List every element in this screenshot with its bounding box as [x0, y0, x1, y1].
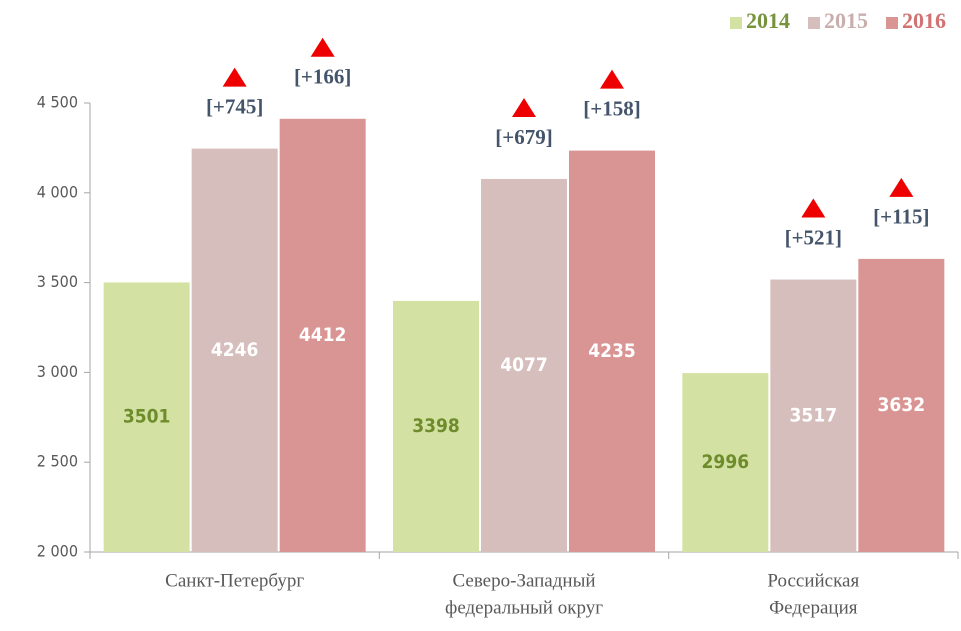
legend-swatch: [730, 17, 742, 29]
data-label: 4412: [299, 324, 347, 346]
x-tick-label: Федерация: [769, 597, 858, 618]
bar: [279, 118, 366, 552]
change-marker: [600, 69, 624, 89]
change-label: [+745]: [206, 94, 263, 118]
change-label: [+166]: [294, 65, 351, 89]
bar: [682, 373, 769, 552]
change-marker: [801, 198, 826, 218]
data-label: 4235: [588, 340, 636, 362]
bar: [103, 282, 190, 552]
data-label: 4077: [500, 354, 548, 376]
change-label: [+115]: [873, 205, 929, 229]
change-marker: [310, 37, 335, 57]
y-tick-label: 3 500: [37, 272, 78, 291]
legend-label: 2015: [824, 8, 868, 33]
y-tick-label: 3 000: [37, 362, 78, 381]
y-tick-label: 4 500: [37, 93, 78, 112]
y-tick-label: 2 500: [37, 452, 78, 471]
change-label: [+679]: [495, 125, 552, 149]
bar: [393, 300, 479, 552]
bar: [191, 148, 278, 552]
x-tick-label: Северо-Западный: [452, 570, 595, 591]
bar: [569, 150, 655, 552]
change-marker: [512, 97, 536, 117]
data-label: 3398: [412, 415, 460, 437]
change-label: [+158]: [583, 96, 640, 120]
legend-label: 2016: [902, 8, 946, 33]
bar: [770, 279, 857, 552]
legend-label: 2014: [746, 8, 790, 33]
data-label: 2996: [702, 451, 750, 473]
x-tick-label: Российская: [767, 570, 859, 591]
x-tick-label: федеральный округ: [445, 597, 603, 618]
y-tick-label: 4 000: [37, 182, 78, 201]
legend-swatch: [808, 17, 820, 29]
data-label: 3501: [123, 406, 171, 428]
x-tick-label: Санкт-Петербург: [165, 570, 304, 591]
change-marker: [222, 67, 247, 87]
data-label: 4246: [211, 339, 259, 361]
bar: [858, 258, 945, 552]
change-marker: [889, 177, 914, 197]
change-label: [+521]: [785, 225, 842, 249]
bar: [481, 178, 567, 552]
data-label: 3517: [790, 404, 838, 426]
legend-swatch: [886, 17, 898, 29]
data-label: 3632: [878, 394, 926, 416]
y-tick-label: 2 000: [37, 542, 78, 561]
